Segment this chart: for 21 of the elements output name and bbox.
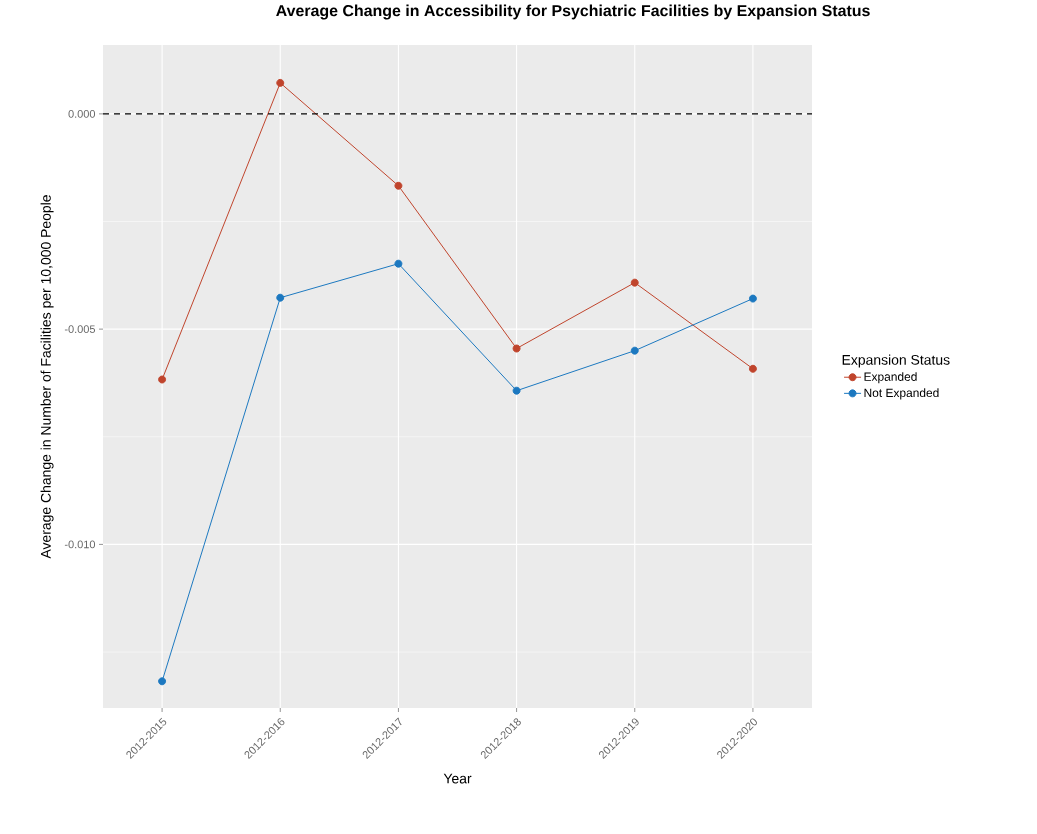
point xyxy=(748,364,757,373)
point xyxy=(512,344,521,353)
legend-label: Expanded xyxy=(864,372,917,384)
y-axis-title: Average Change in Number of Facilities per 10,000 People xyxy=(40,195,54,559)
x-axis-title: Year xyxy=(443,773,472,784)
point xyxy=(158,677,167,686)
point xyxy=(630,346,639,355)
point xyxy=(158,375,167,384)
point xyxy=(748,294,757,303)
y-tick-label: -0.010 xyxy=(64,540,96,549)
legend-label: Not Expanded xyxy=(864,388,939,400)
point xyxy=(276,78,285,87)
point xyxy=(512,386,521,395)
chart-title: Average Change in Accessibility for Psychiatric Facilities by Expansion Status xyxy=(276,4,870,20)
point xyxy=(630,278,639,287)
point xyxy=(276,293,285,302)
legend-title: Expansion Status xyxy=(842,354,950,368)
point xyxy=(394,181,403,190)
y-tick-label: 0.000 xyxy=(68,110,96,118)
y-tick-label: -0.005 xyxy=(64,325,96,334)
point xyxy=(394,259,403,268)
